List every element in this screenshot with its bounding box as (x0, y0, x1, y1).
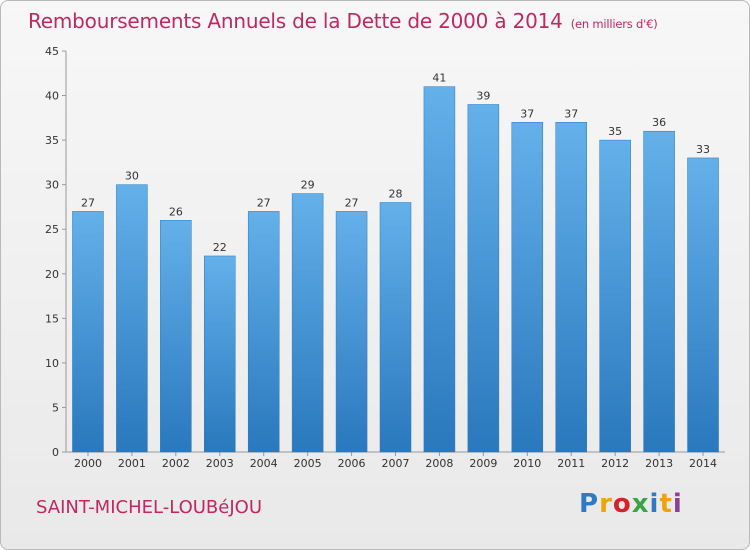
data-labels: 27 30 26 22 27 29 27 28 41 39 37 37 35 36 33 (81, 72, 710, 254)
x-tick-label: 2002 (162, 457, 190, 470)
x-tick-label: 2003 (206, 457, 234, 470)
bar (204, 255, 236, 453)
bar (247, 211, 280, 453)
logo-letter: x (631, 489, 650, 519)
y-tick-label: 45 (45, 45, 59, 58)
value-label: 22 (213, 241, 227, 254)
bar (116, 184, 148, 453)
bar (291, 193, 324, 453)
commune-name: SAINT-MICHEL-LOUBéJOU (36, 497, 263, 518)
y-tick-label: 15 (45, 312, 59, 325)
value-label: 27 (81, 196, 95, 209)
value-label: 37 (520, 107, 534, 120)
x-tick-label: 2006 (338, 457, 366, 470)
logo-letter: P (579, 489, 600, 519)
value-label: 36 (652, 116, 666, 129)
value-label: 26 (169, 205, 183, 218)
y-tick-label: 25 (45, 223, 59, 236)
value-label: 27 (345, 196, 359, 209)
bars (72, 86, 719, 453)
bar (599, 139, 631, 453)
logo-letter: o (612, 489, 632, 519)
y-tick-label: 20 (45, 268, 59, 281)
bar (467, 104, 500, 453)
bar (555, 122, 587, 453)
value-label: 35 (608, 125, 622, 138)
axes: 0 5 10 15 20 25 30 35 40 45 2000 2001 2002 2003 2004 20… (45, 45, 725, 470)
y-tick-label: 0 (52, 446, 59, 459)
logo-letter: i (672, 489, 683, 519)
bar (160, 220, 192, 453)
logo-letter: r (599, 489, 613, 519)
x-tick-label: 2010 (513, 457, 541, 470)
y-tick-label: 5 (52, 401, 59, 414)
y-tick-label: 30 (45, 179, 59, 192)
logo-letter: i (649, 489, 660, 519)
x-tick-label: 2014 (689, 457, 717, 470)
x-tick-label: 2007 (382, 457, 410, 470)
value-label: 30 (125, 170, 139, 183)
logo-letter: t (659, 489, 673, 519)
bar (643, 130, 675, 453)
x-tick-label: 2013 (645, 457, 673, 470)
y-tick-label: 35 (45, 134, 59, 147)
value-label: 28 (389, 187, 403, 200)
bar (687, 157, 719, 453)
bar (511, 122, 544, 453)
bar (379, 202, 412, 453)
value-label: 33 (696, 143, 710, 156)
x-tick-label: 2001 (118, 457, 146, 470)
bar (72, 211, 104, 453)
x-tick-label: 2008 (425, 457, 453, 470)
value-label: 37 (564, 107, 578, 120)
y-tick-label: 40 (45, 90, 59, 103)
x-tick-label: 2000 (74, 457, 102, 470)
chart-title-main: Remboursements Annuels de la Dette de 20… (28, 9, 563, 33)
x-tick-label: 2004 (250, 457, 278, 470)
value-label: 29 (301, 179, 315, 192)
x-tick-label: 2005 (294, 457, 322, 470)
proxiti-logo: Proxiti (579, 489, 683, 519)
bar (335, 211, 368, 453)
bar (423, 86, 456, 453)
x-tick-label: 2011 (557, 457, 585, 470)
value-label: 27 (257, 196, 271, 209)
value-label: 41 (432, 72, 446, 85)
chart-subtitle: (en milliers d'€) (570, 17, 658, 31)
value-label: 39 (476, 89, 490, 102)
x-tick-label: 2009 (469, 457, 497, 470)
chart-title: Remboursements Annuels de la Dette de 20… (28, 9, 658, 33)
x-tick-label: 2012 (601, 457, 629, 470)
y-tick-label: 10 (45, 357, 59, 370)
